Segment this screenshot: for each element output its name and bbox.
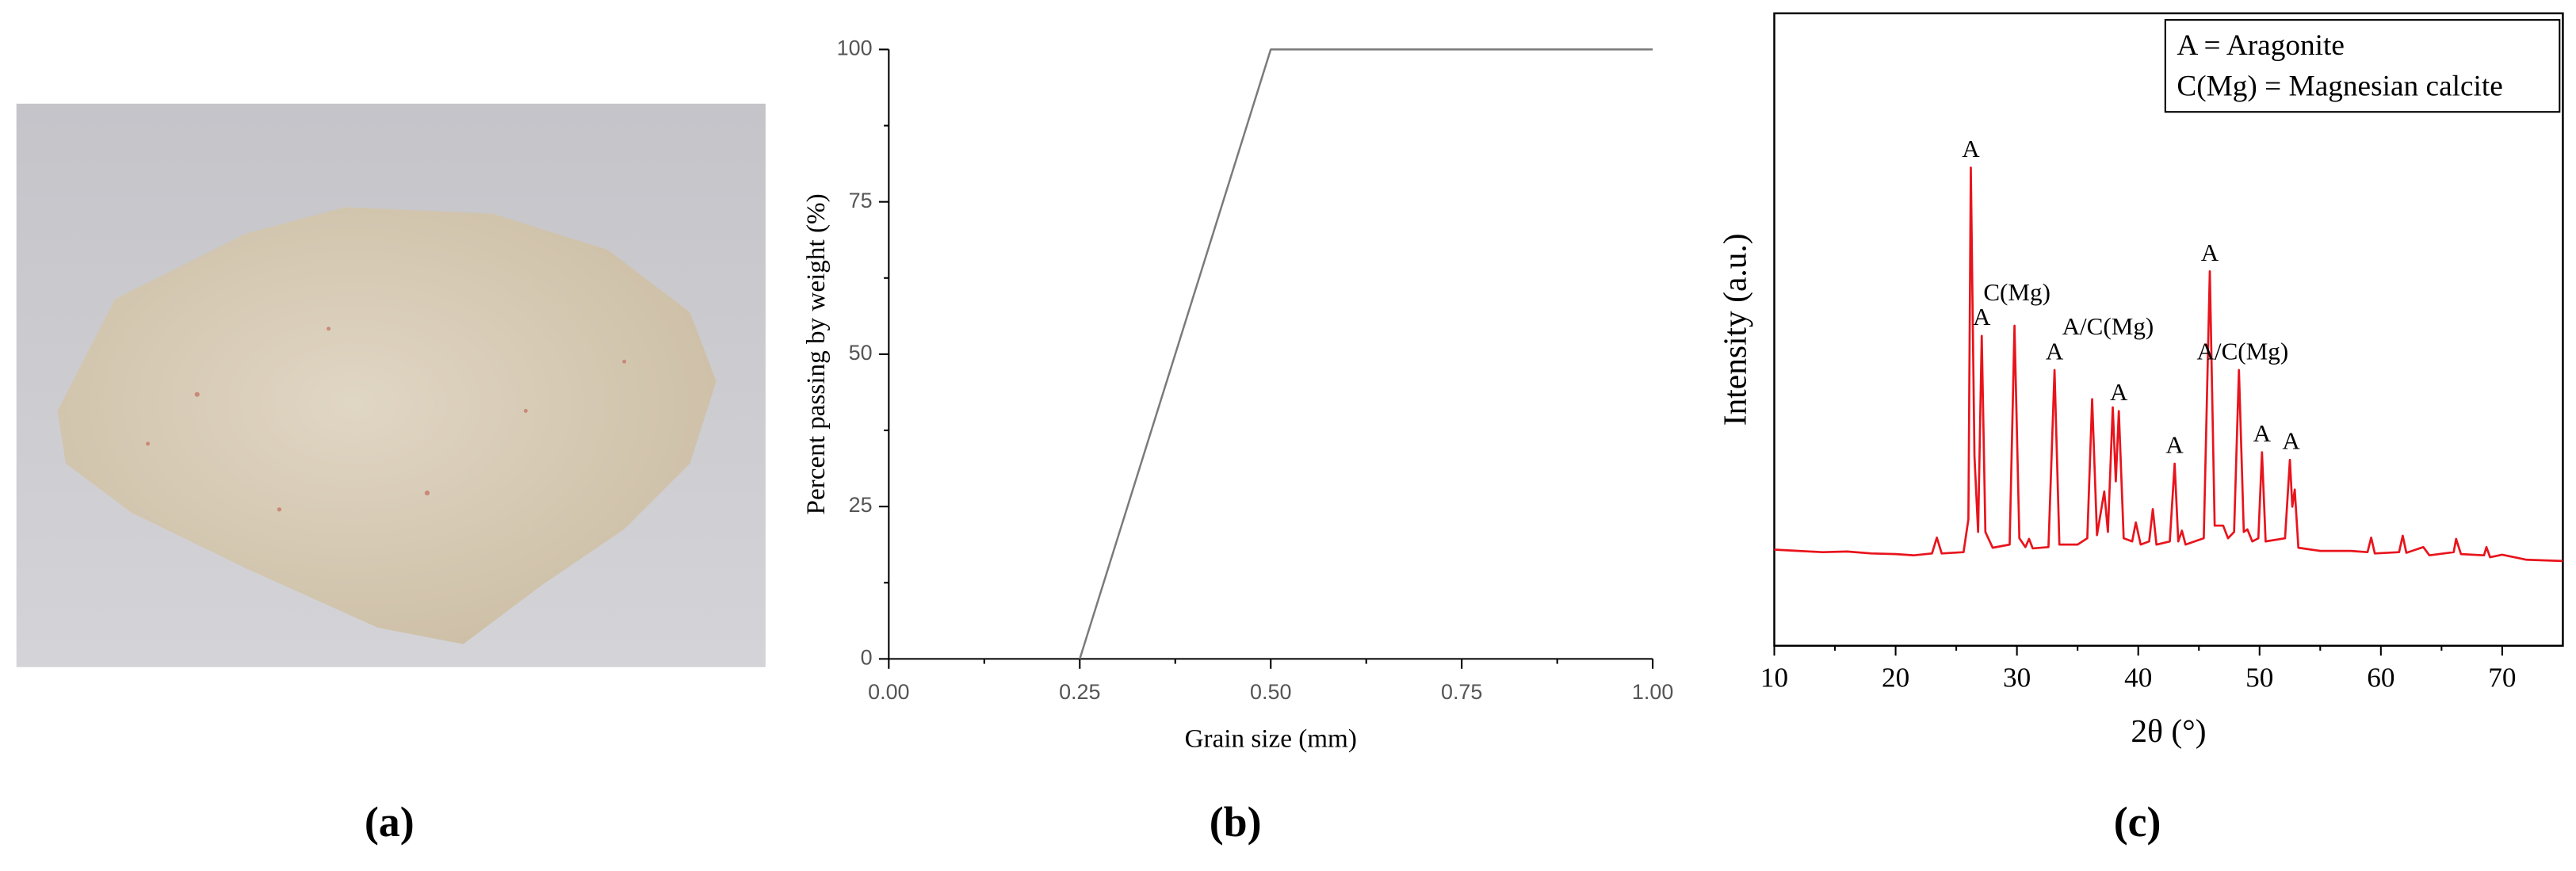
x-axis-label: 2θ (°) bbox=[2131, 712, 2206, 750]
x-tick-label: 30 bbox=[2003, 662, 2031, 693]
peak-annotation: A bbox=[2253, 419, 2272, 447]
panel-caption: (a) bbox=[365, 798, 415, 846]
peak-annotation: A bbox=[2046, 337, 2064, 365]
legend: A = Aragonite C(Mg) = Magnesian calcite bbox=[2164, 19, 2561, 113]
x-tick-label: 0.00 bbox=[868, 680, 909, 704]
panel-caption: (c) bbox=[2114, 798, 2161, 846]
data-line bbox=[1079, 48, 1653, 659]
y-tick-label: 0 bbox=[861, 645, 873, 669]
peak-annotation: C(Mg) bbox=[1983, 278, 2050, 306]
x-axis-label: Grain size (mm) bbox=[1185, 724, 1357, 754]
y-tick-label: 50 bbox=[849, 341, 873, 365]
y-tick-label: 75 bbox=[849, 189, 873, 212]
x-tick-label: 20 bbox=[1882, 662, 1909, 693]
x-tick-label: 0.25 bbox=[1059, 680, 1100, 704]
y-tick-label: 100 bbox=[837, 36, 873, 60]
x-tick-label: 10 bbox=[1760, 662, 1788, 693]
x-tick-label: 70 bbox=[2488, 662, 2516, 693]
x-tick-label: 50 bbox=[2245, 662, 2273, 693]
photo bbox=[16, 103, 766, 667]
peak-annotation: A bbox=[1973, 303, 1991, 330]
y-axis-label: Percent passing by weight (%) bbox=[801, 193, 831, 514]
peak-annotation: A bbox=[2165, 430, 2184, 458]
x-tick-label: 40 bbox=[2124, 662, 2152, 693]
peak-annotation: A bbox=[1962, 135, 1980, 162]
panel-caption: (b) bbox=[1210, 798, 1262, 846]
sand-grains bbox=[146, 327, 627, 512]
data-line bbox=[1774, 166, 2563, 563]
legend-text: A = Aragonite bbox=[2177, 29, 2345, 62]
sand-pile bbox=[57, 207, 717, 644]
plot-frame bbox=[1773, 12, 2564, 648]
peak-annotation: A/C(Mg) bbox=[2196, 337, 2288, 365]
legend-text: C(Mg) = Magnesian calcite bbox=[2177, 71, 2503, 103]
legend-box bbox=[2164, 19, 2561, 113]
x-tick-label: 0.50 bbox=[1250, 680, 1291, 704]
chart: 10 20 30 40 50 60 70 2θ (°) Intensity (a.u.) (c) A… bbox=[1716, 12, 2564, 846]
peak-annotation: A bbox=[2110, 378, 2128, 406]
peak-annotation: A/C(Mg) bbox=[2062, 312, 2154, 340]
x-tick-label: 0.75 bbox=[1441, 680, 1482, 704]
x-tick-label: 60 bbox=[2367, 662, 2394, 693]
peak-annotation: A bbox=[2282, 427, 2300, 455]
y-tick-label: 25 bbox=[849, 493, 873, 517]
y-axis-label: Intensity (a.u.) bbox=[1716, 233, 1753, 426]
peak-annotation: A bbox=[2201, 239, 2219, 266]
x-tick-label: 1.00 bbox=[1632, 680, 1673, 704]
chart: 0.00 0.25 0.50 0.75 1.00 0 25 50 75 100 Grain size… bbox=[801, 36, 1674, 846]
